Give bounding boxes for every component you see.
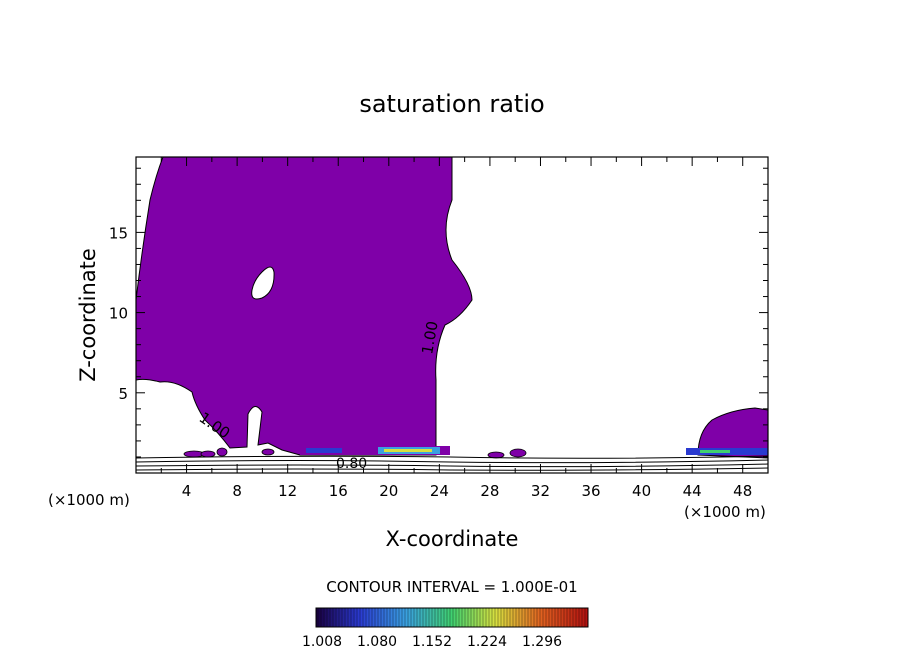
colorbar-tick-label: 1.296: [522, 634, 562, 650]
y-axis-label: Z-coordinate: [76, 248, 100, 382]
x-tick-label: 28: [480, 482, 499, 500]
x-tick-label: 16: [329, 482, 348, 500]
x-tick-label: 32: [531, 482, 550, 500]
y-tick-label: 10: [109, 305, 128, 323]
colorbar-stripes: [317, 608, 586, 627]
contour-region-main: [136, 157, 473, 456]
x-axis-label: X-coordinate: [386, 527, 519, 551]
contour-interval-text: CONTOUR INTERVAL = 1.000E-01: [326, 578, 577, 596]
x-tick-label: 12: [278, 482, 297, 500]
lower-contour-lines: [136, 455, 768, 471]
contour-region-right: [697, 407, 768, 459]
colorbar-labels: 1.008 1.080 1.152 1.224 1.296: [302, 634, 562, 650]
colorbar-tick-label: 1.080: [357, 634, 397, 650]
contour-hole: [251, 266, 275, 300]
x-tick-label: 48: [733, 482, 752, 500]
x-tick-label: 8: [232, 482, 242, 500]
contour-label-3: 0.80: [336, 456, 367, 472]
x-tick-label: 40: [632, 482, 651, 500]
x-tick-label: 24: [430, 482, 449, 500]
colorbar-tick-label: 1.224: [467, 634, 507, 650]
x-tick-label: 20: [379, 482, 398, 500]
colorbar-tick-label: 1.152: [412, 634, 452, 650]
plot-frame: [135, 156, 769, 474]
x-tick-label: 44: [683, 482, 702, 500]
y-tick-label: 5: [118, 385, 128, 403]
plot-area: [136, 157, 768, 471]
chart-title: saturation ratio: [359, 90, 544, 118]
x-tick-label: 4: [182, 482, 192, 500]
contour-label-1: 1.00: [418, 320, 442, 356]
y-tick-label: 15: [109, 224, 128, 242]
x-axis-unit-right: (×1000 m): [684, 503, 766, 521]
x-tick-label: 36: [581, 482, 600, 500]
x-axis-unit-left: (×1000 m): [48, 491, 130, 509]
colorbar-tick-label: 1.008: [302, 634, 342, 650]
